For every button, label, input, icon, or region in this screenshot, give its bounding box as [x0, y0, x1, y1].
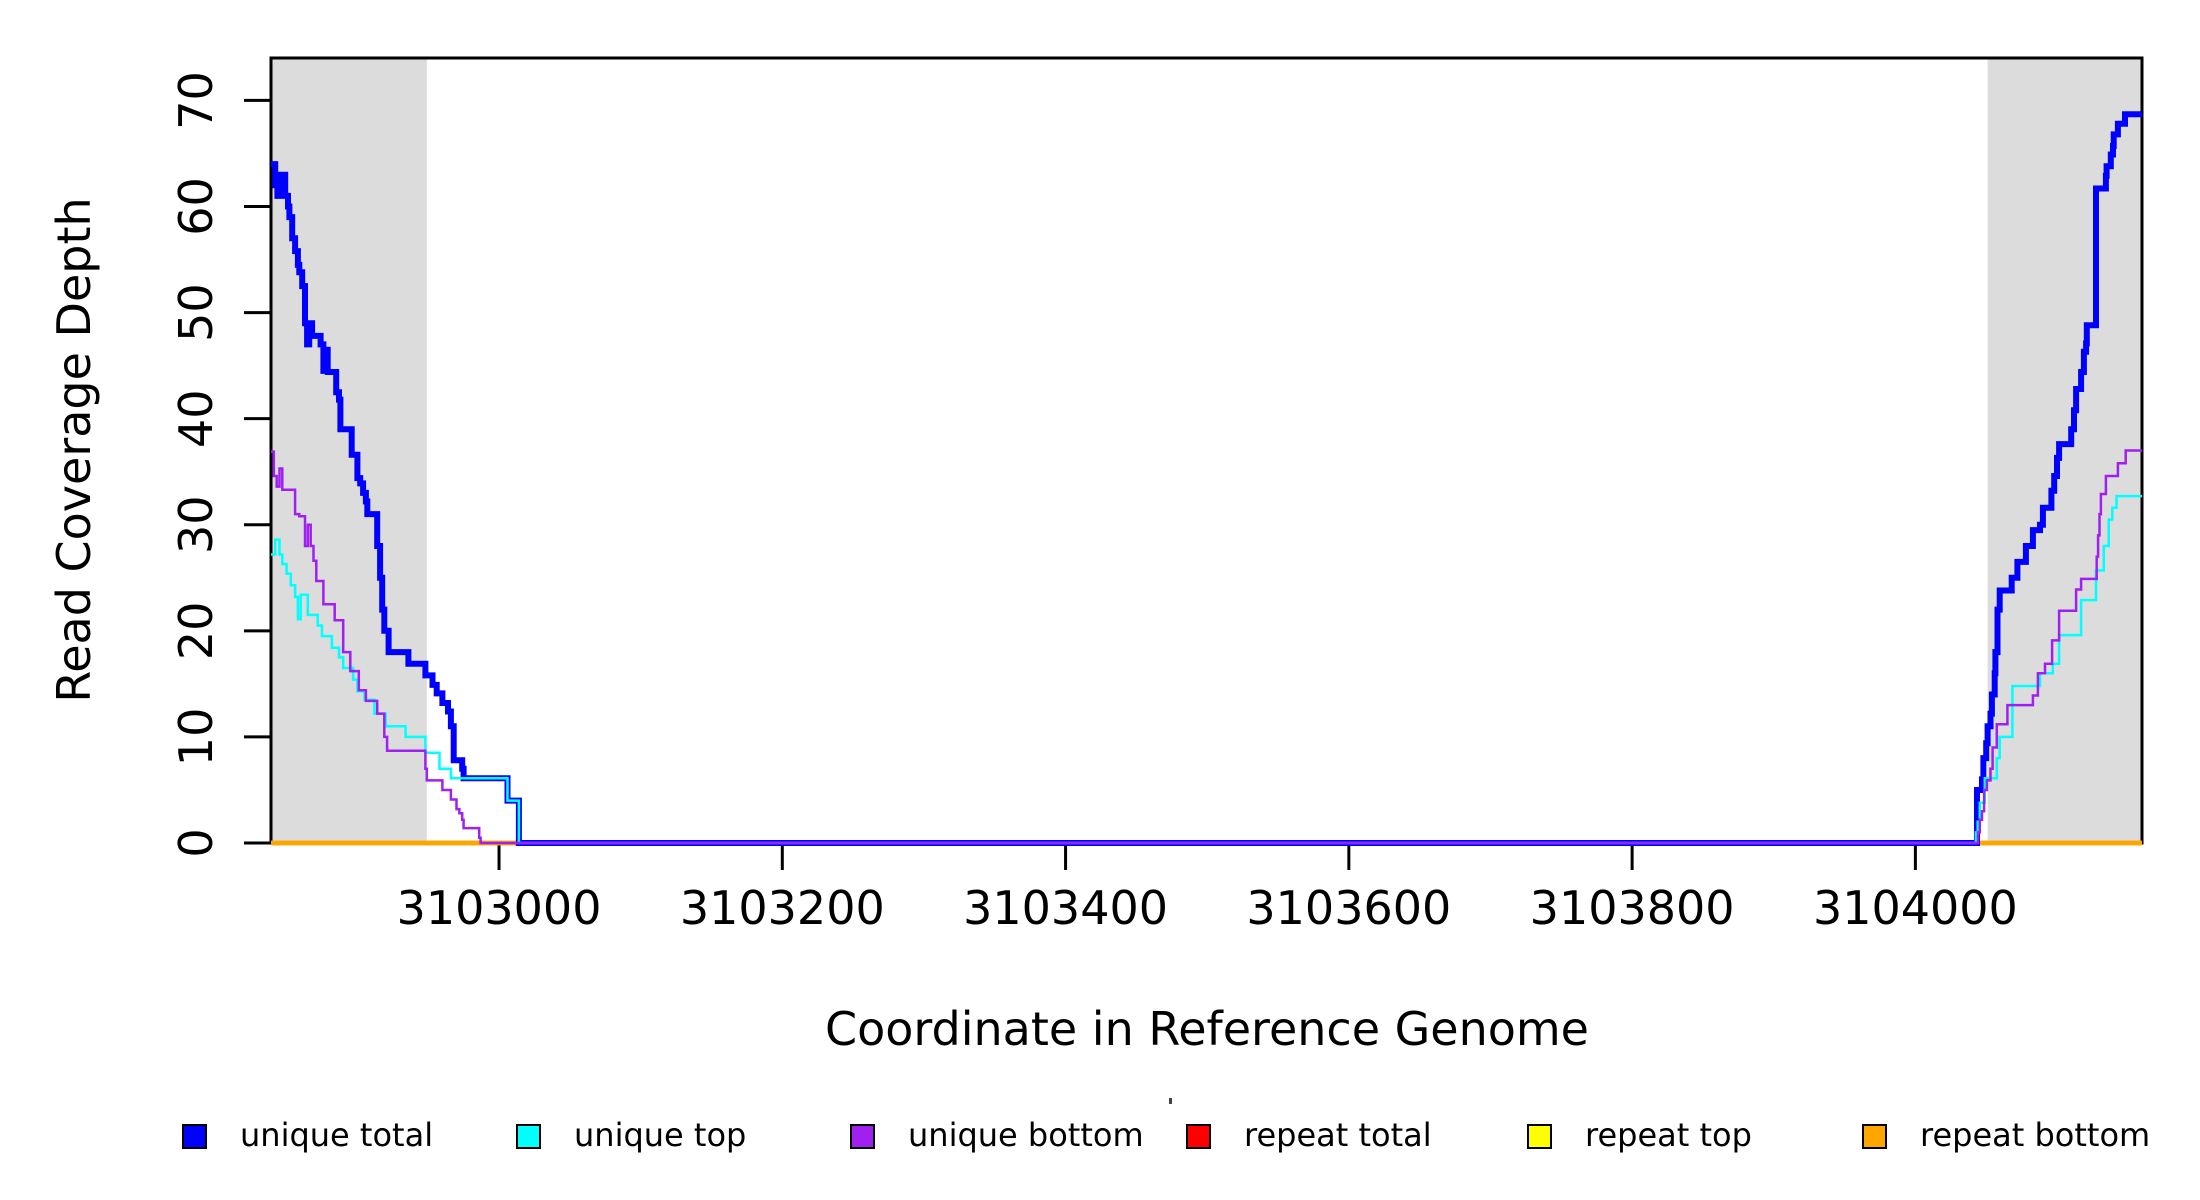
legend-label: repeat total: [1244, 1116, 1432, 1154]
x-tick-label: 3103200: [680, 881, 885, 935]
series-unique-total: [271, 111, 2142, 846]
y-tick-label: 70: [169, 71, 223, 130]
y-tick-label: 50: [169, 283, 223, 342]
y-axis-title: Read Coverage Depth: [47, 197, 101, 702]
y-tick-label: 0: [169, 828, 223, 857]
x-axis-title: Coordinate in Reference Genome: [825, 1002, 1589, 1056]
legend-swatch: [516, 1124, 541, 1149]
x-tick-label: 3103800: [1530, 881, 1735, 935]
y-tick-label: 20: [169, 602, 223, 661]
legend-label: repeat bottom: [1920, 1116, 2150, 1154]
legend-swatch: [850, 1124, 875, 1149]
x-tick-label: 3103000: [397, 881, 602, 935]
shaded-regions: [271, 58, 2142, 843]
legend-swatch: [182, 1124, 207, 1149]
artifacts: [1169, 1098, 1172, 1104]
y-tick-label: 30: [169, 495, 223, 554]
plot-box: [269, 56, 2144, 845]
legend-label: unique total: [240, 1116, 433, 1154]
legend: unique total unique top unique bottom repea…: [182, 1116, 2150, 1154]
x-tick-label: 3103400: [963, 881, 1168, 935]
series-unique-top: [271, 494, 2142, 845]
plot-border: [269, 56, 2144, 845]
x-tick-label: 3103600: [1246, 881, 1451, 935]
legend-item-repeat-top: repeat top: [1527, 1116, 1752, 1154]
shaded-region: [1987, 58, 2142, 843]
axis-ticks: [244, 98, 1917, 870]
y-tick-label: 40: [169, 389, 223, 448]
legend-item-repeat-total: repeat total: [1186, 1116, 1432, 1154]
x-tick-label: 3104000: [1813, 881, 2018, 935]
legend-swatch: [1862, 1124, 1887, 1149]
stray-mark: [1169, 1098, 1172, 1104]
legend-swatch: [1186, 1124, 1211, 1149]
y-tick-label: 10: [169, 708, 223, 767]
y-tick-label: 60: [169, 177, 223, 236]
legend-item-repeat-bottom: repeat bottom: [1862, 1116, 2150, 1154]
series-unique-bottom: [271, 449, 2142, 845]
legend-item-unique-top: unique top: [516, 1116, 746, 1154]
legend-label: unique bottom: [908, 1116, 1144, 1154]
legend-label: unique top: [574, 1116, 746, 1154]
legend-label: repeat top: [1585, 1116, 1752, 1154]
legend-item-unique-bottom: unique bottom: [850, 1116, 1144, 1154]
legend-item-unique-total: unique total: [182, 1116, 433, 1154]
data-series: [271, 111, 2142, 846]
legend-swatch: [1527, 1124, 1552, 1149]
axis-tick-labels: 3103000 3103200 3103400 3103600 3103800 31040…: [169, 71, 2018, 935]
